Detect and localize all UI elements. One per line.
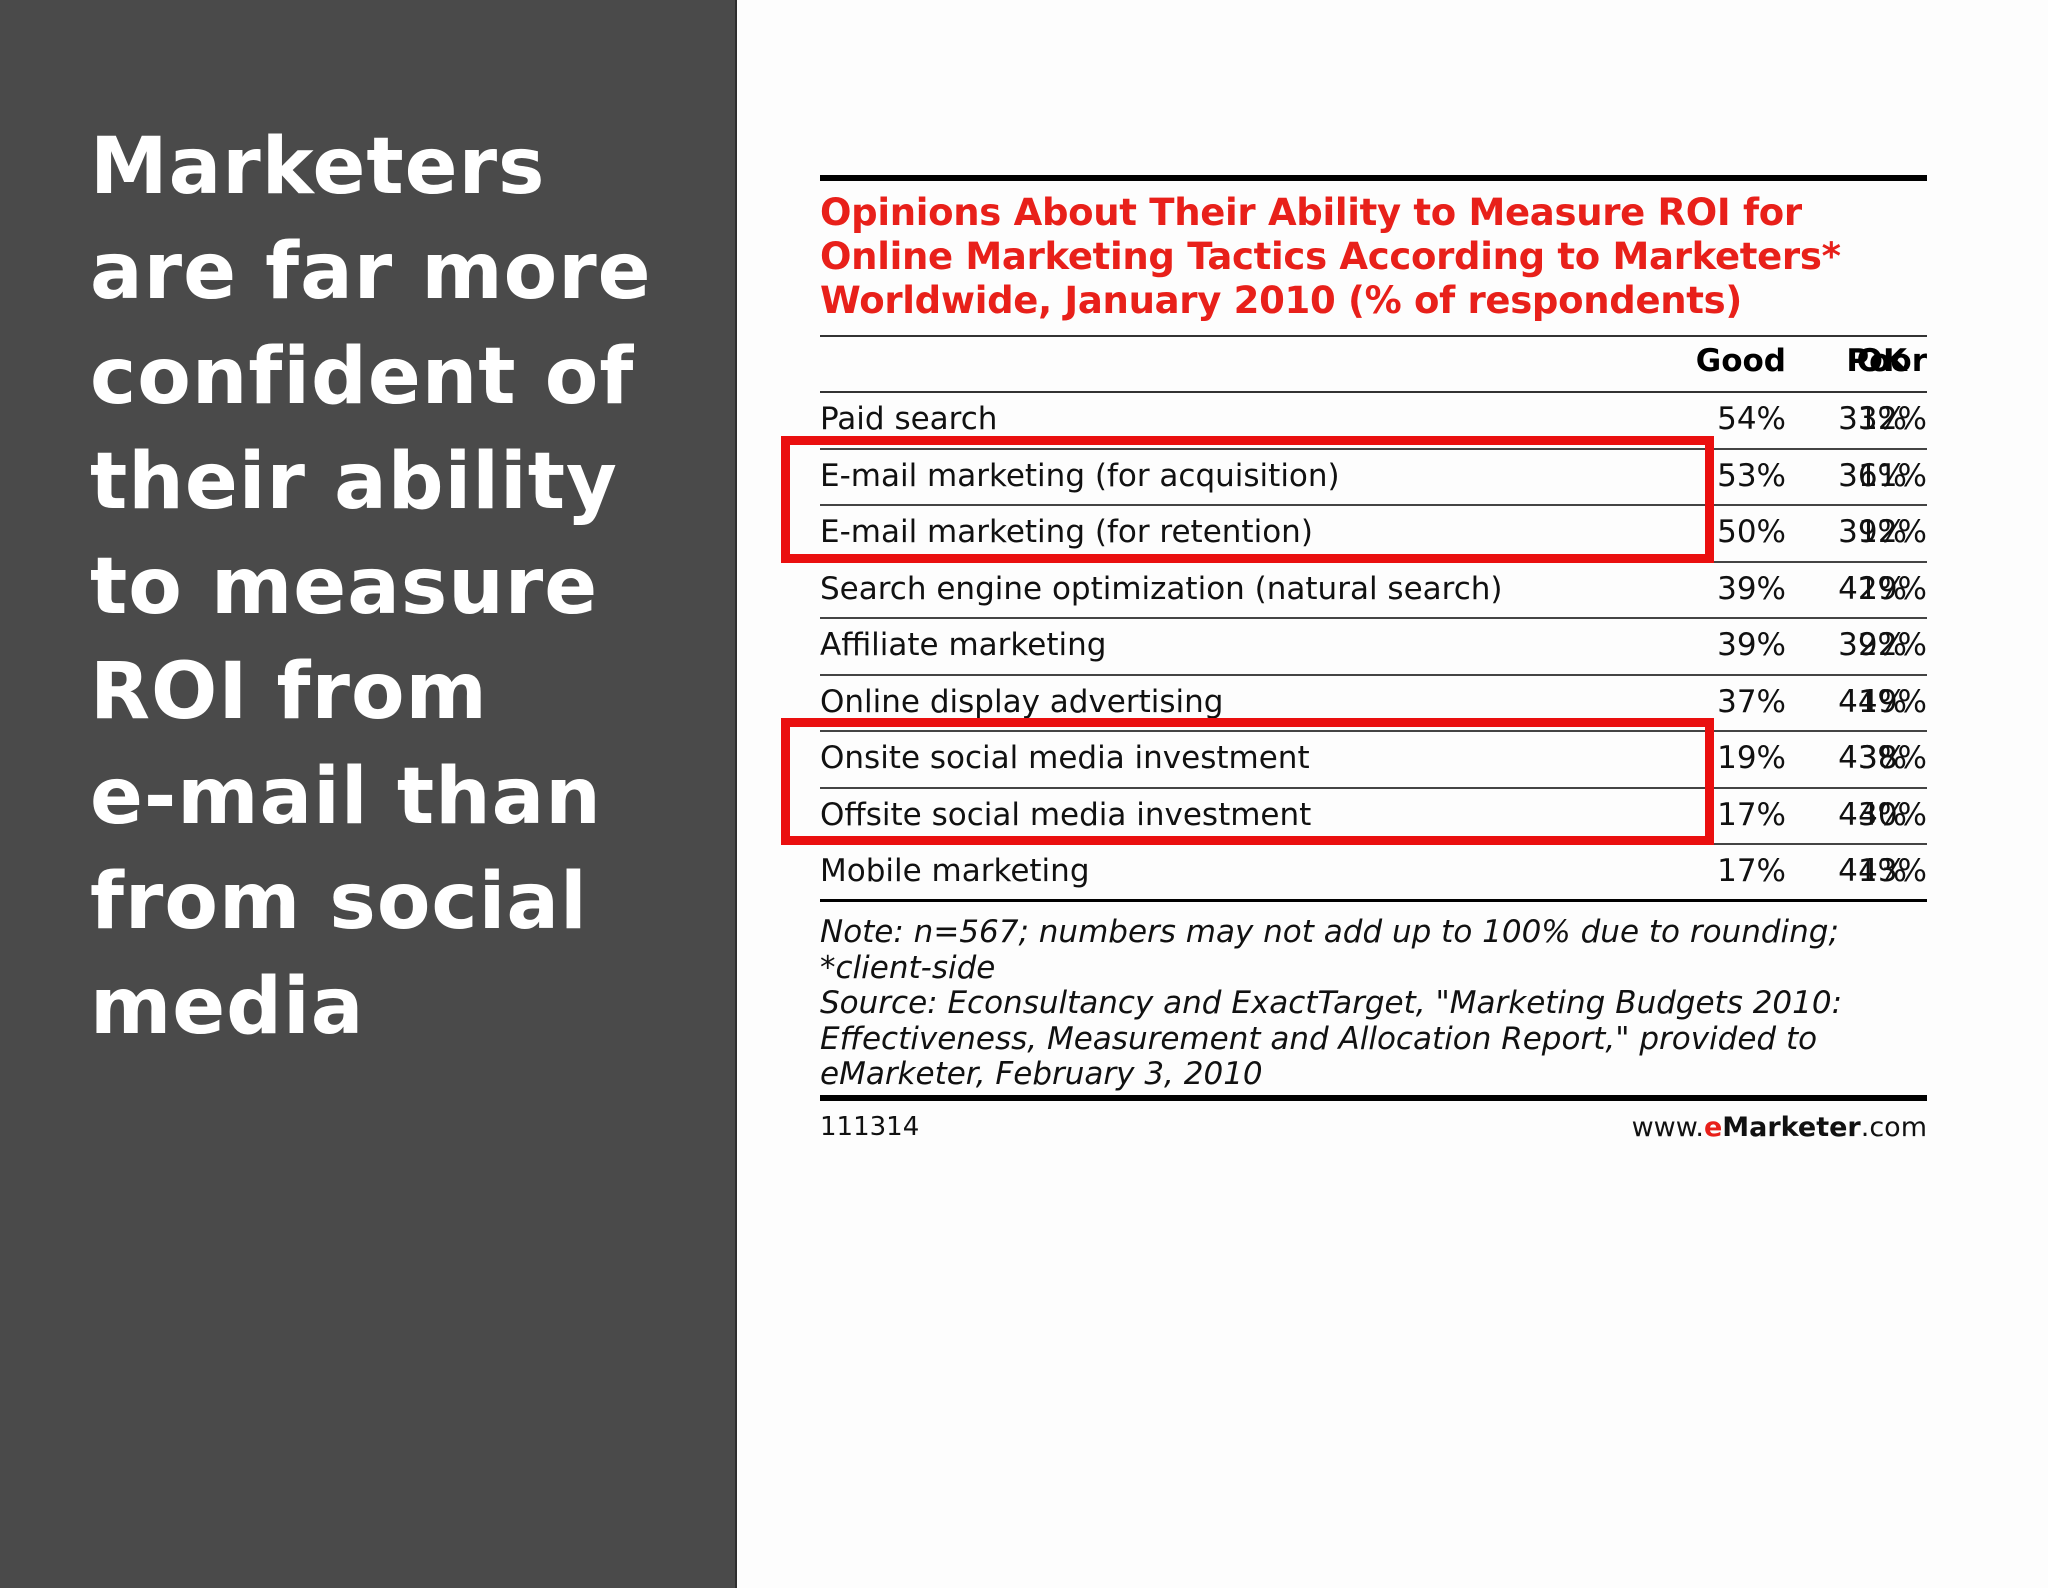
row-label: E-mail marketing (for retention)	[820, 514, 1313, 550]
chart-title-line: Online Marketing Tactics According to Ma…	[820, 235, 1841, 278]
headline-line: e-mail than	[90, 752, 602, 842]
header-rule	[820, 391, 1927, 393]
row-label: Online display advertising	[820, 683, 1224, 720]
cell-good: 53%	[1717, 457, 1786, 494]
cell-good: 17%	[1717, 853, 1786, 889]
row-label: Paid search	[820, 401, 998, 437]
cell-good: 39%	[1717, 627, 1786, 663]
table-row: E-mail marketing (for acquisition) 53% 36%…	[820, 450, 1927, 506]
cell-ok: 44%	[1838, 683, 1907, 720]
headline-line: their ability	[90, 437, 618, 527]
cell-good: 50%	[1717, 514, 1786, 550]
row-label: E-mail marketing (for acquisition)	[820, 457, 1340, 494]
row-label: Search engine optimization (natural sear…	[820, 570, 1503, 607]
cell-poor: 22%	[1858, 627, 1927, 663]
table-row: Onsite social media investment 19% 43% 38%	[820, 732, 1927, 789]
table-row: Online display advertising 37% 44% 19%	[820, 676, 1927, 732]
cell-ok: 41%	[1838, 853, 1907, 889]
headline-line: are far more	[90, 227, 652, 317]
cell-poor: 38%	[1858, 740, 1927, 776]
site-prefix: www.	[1631, 1112, 1704, 1143]
chart-title-line: Opinions About Their Ability to Measure …	[820, 191, 1802, 234]
cell-good: 37%	[1717, 683, 1786, 720]
chart-title-line: Worldwide, January 2010 (% of respondent…	[820, 279, 1743, 322]
cell-poor: 12%	[1858, 401, 1927, 437]
cell-ok: 39%	[1838, 627, 1907, 663]
title-rule	[820, 335, 1927, 337]
row-label: Affiliate marketing	[820, 627, 1107, 663]
headline-line: from social	[90, 857, 588, 947]
table-row: Mobile marketing 17% 41% 43%	[820, 845, 1927, 902]
left-panel: Marketers are far more confident of thei…	[0, 0, 737, 1588]
headline-line: media	[90, 962, 365, 1052]
cell-ok: 33%	[1838, 401, 1907, 437]
row-label: Mobile marketing	[820, 853, 1090, 889]
column-header-poor: Poor	[1846, 343, 1927, 379]
cell-poor: 43%	[1858, 853, 1927, 889]
note-line: Note: n=567; numbers may not add up to 1…	[820, 914, 1839, 950]
note-line: eMarketer, February 3, 2010	[820, 1056, 1263, 1092]
cell-poor: 11%	[1858, 457, 1927, 494]
site-credit: www.eMarketer.com	[1632, 1112, 1927, 1143]
note-line: Effectiveness, Measurement and Allocatio…	[820, 1020, 1818, 1057]
note-line: *client-side	[820, 949, 996, 986]
cell-ok: 43%	[1838, 796, 1907, 833]
cell-ok: 43%	[1838, 740, 1907, 776]
cell-ok: 39%	[1838, 514, 1907, 550]
site-brand-rest: Marketer	[1722, 1112, 1861, 1143]
chart-table: Opinions About Their Ability to Measure …	[820, 175, 1927, 1145]
headline-line: Marketers	[90, 122, 546, 212]
cell-ok: 36%	[1838, 457, 1907, 494]
bottom-rule	[820, 1095, 1927, 1101]
chart-title: Opinions About Their Ability to Measure …	[820, 191, 1927, 323]
cell-good: 17%	[1717, 796, 1786, 833]
cell-good: 39%	[1717, 570, 1786, 607]
site-suffix: .com	[1860, 1112, 1927, 1143]
cell-good: 19%	[1717, 740, 1786, 776]
column-header-ok: OK	[1856, 343, 1907, 379]
note-line: Source: Econsultancy and ExactTarget, "M…	[820, 985, 1843, 1021]
headline-line: ROI from	[90, 647, 488, 737]
notes: Note: n=567; numbers may not add up to 1…	[820, 914, 1927, 1093]
cell-poor: 12%	[1858, 514, 1927, 550]
table-body: Paid search 54% 33% 12% E-mail marketing (fo…	[820, 393, 1927, 902]
row-label: Offsite social media investment	[820, 796, 1312, 833]
cell-ok: 42%	[1838, 570, 1907, 607]
cell-poor: 19%	[1858, 570, 1927, 607]
cell-good: 54%	[1717, 401, 1786, 437]
row-label: Onsite social media investment	[820, 740, 1310, 776]
site-brand-e: e	[1703, 1112, 1723, 1143]
headline: Marketers are far more confident of thei…	[90, 115, 720, 1060]
cell-poor: 40%	[1858, 796, 1927, 833]
cell-poor: 19%	[1858, 683, 1927, 720]
column-header-good: Good	[1695, 343, 1786, 379]
chart-id: 111314	[820, 1112, 920, 1142]
headline-line: confident of	[90, 332, 635, 422]
top-rule	[820, 175, 1927, 181]
highlight-social-rows	[781, 718, 1714, 845]
highlight-email-rows	[781, 436, 1714, 563]
headline-line: to measure	[90, 542, 599, 632]
table-row: Affiliate marketing 39% 39% 22%	[820, 619, 1927, 676]
table-row: Paid search 54% 33% 12%	[820, 393, 1927, 450]
table-row: Search engine optimization (natural sear…	[820, 563, 1927, 619]
